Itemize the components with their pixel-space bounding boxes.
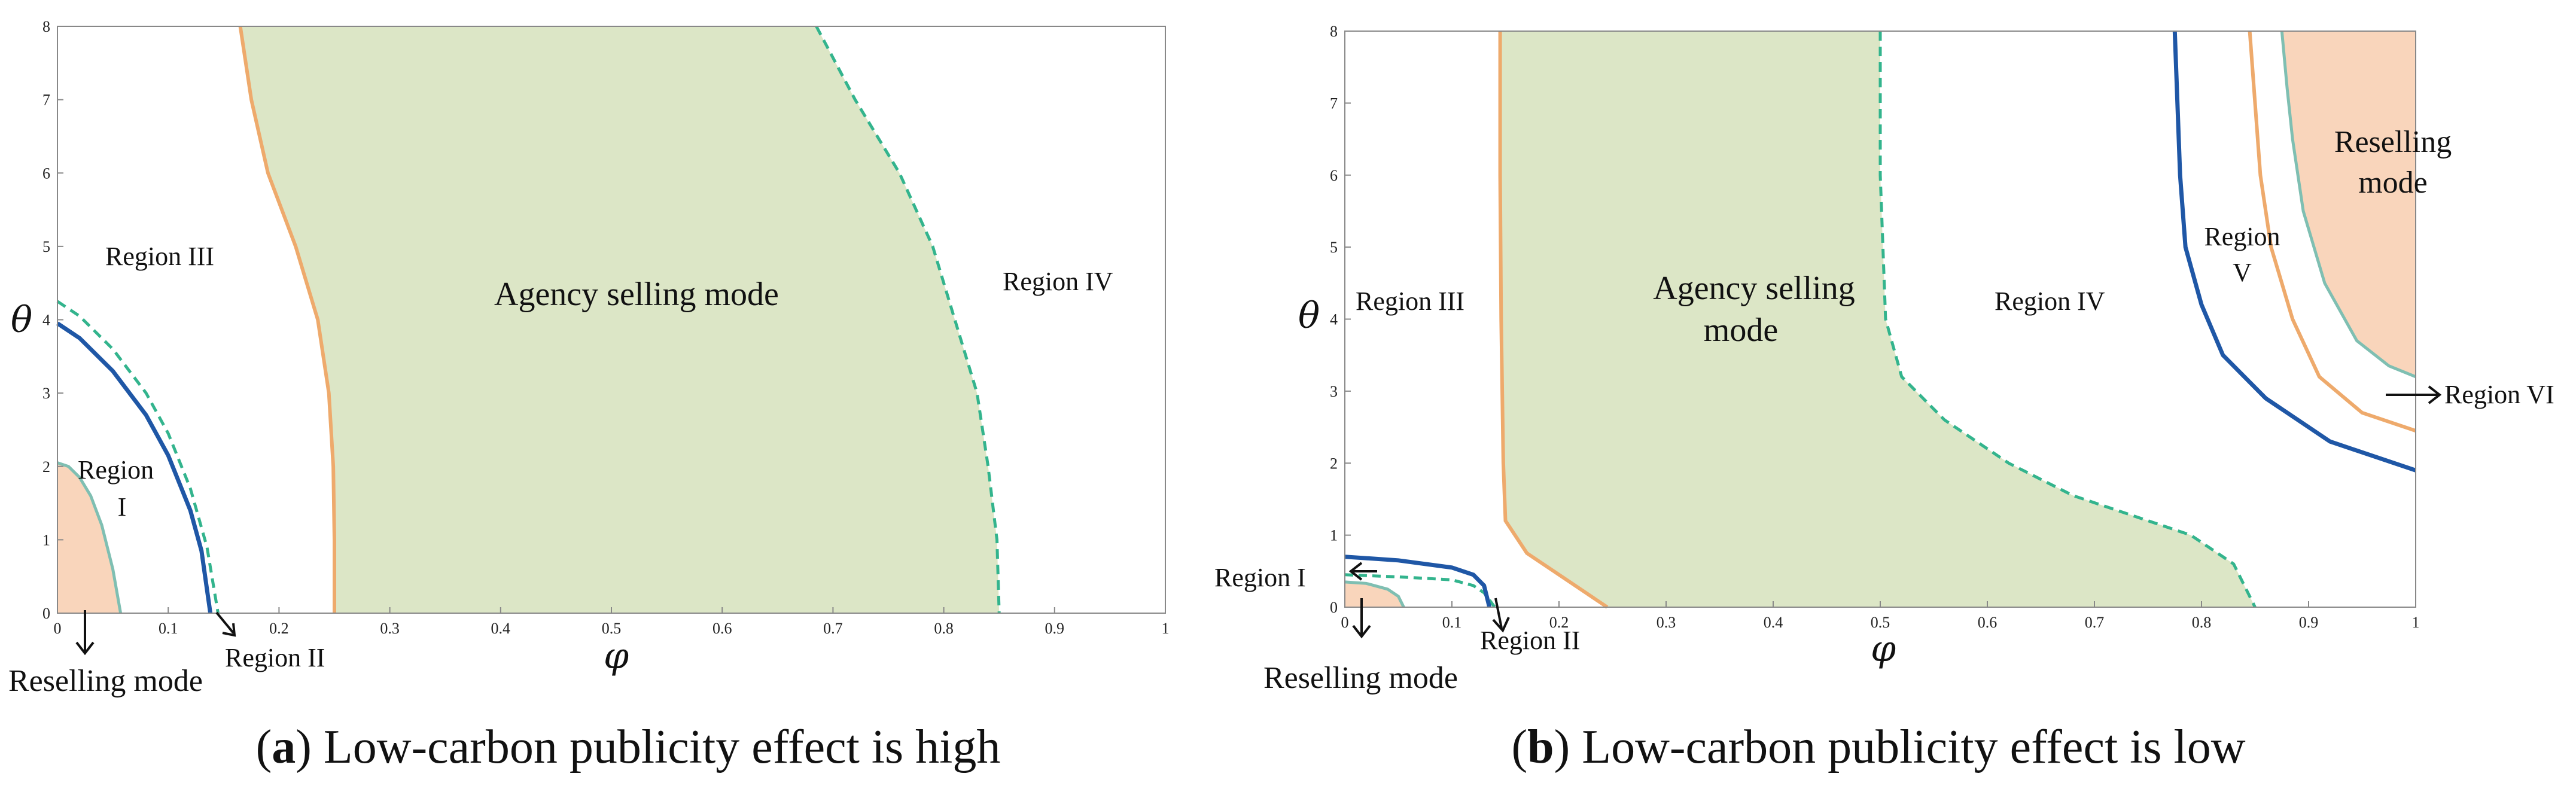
panel-a-chart: 0 0.1 0.2 0.3 0.4 0.5 0.6 0.7 0.8 0.9 1 012345678 … <box>8 18 1170 773</box>
y-tick-label: 1 <box>42 531 50 549</box>
panel-b-label-reselling-bottom: Reselling mode <box>1263 661 1458 695</box>
y-tick-label: 2 <box>42 458 50 476</box>
agency-selling-region <box>1500 31 2255 607</box>
x-tick-label: 0.1 <box>159 620 178 637</box>
y-tick-label: 4 <box>1330 311 1338 328</box>
panel-a-curves <box>56 25 1001 614</box>
y-tick-label: 5 <box>42 238 50 255</box>
panel-a-arrow-reselling <box>75 610 95 656</box>
reselling-region-origin <box>57 462 121 613</box>
x-tick-label: 0 <box>54 620 62 637</box>
x-tick-label: 0.1 <box>1442 614 1462 631</box>
y-tick-label: 6 <box>1330 167 1338 184</box>
panel-b-x-axis-label: φ <box>1871 628 1896 670</box>
panel-a-label-reselling: Reselling mode <box>8 664 203 698</box>
x-tick-label: 1 <box>1162 620 1170 637</box>
panel-b-caption: (b) Low-carbon publicity effect is low <box>1511 721 2245 773</box>
y-tick-label: 2 <box>1330 455 1338 472</box>
x-tick-label: 0.8 <box>934 620 954 637</box>
region-v-boundary <box>2172 31 2417 473</box>
x-tick-label: 0.7 <box>2085 614 2105 631</box>
agency-left-boundary <box>238 26 336 613</box>
panel-b-label-region-v-line2: V <box>2233 258 2252 287</box>
x-tick-label: 0 <box>1341 614 1349 631</box>
x-tick-label: 1 <box>2412 614 2420 631</box>
panel-b-x-ticks: 0 0.1 0.2 0.3 0.4 0.5 0.6 0.7 0.8 0.9 1 <box>1341 601 2420 631</box>
reselling-region-origin <box>1345 581 1404 607</box>
x-tick-label: 0.4 <box>1764 614 1783 631</box>
x-tick-label: 0.3 <box>1657 614 1676 631</box>
panel-a-x-ticks: 0 0.1 0.2 0.3 0.4 0.5 0.6 0.7 0.8 0.9 1 <box>54 607 1170 637</box>
panel-b-y-ticks: 0 1 2 3 4 5 6 7 8 <box>1330 23 1351 616</box>
panel-b-arrow-region-vi <box>2386 385 2442 404</box>
x-tick-label: 0.2 <box>1549 614 1569 631</box>
agency-selling-region <box>240 26 1000 613</box>
panel-a-label-region-i-line1: Region <box>78 455 154 485</box>
agency-right-boundary <box>815 25 1001 614</box>
panel-b-chart: 0 0.1 0.2 0.3 0.4 0.5 0.6 0.7 0.8 0.9 1 012345678 … <box>1214 23 2554 773</box>
x-tick-label: 0.2 <box>269 620 289 637</box>
y-tick-label: 0 <box>1330 599 1338 616</box>
reselling-boundary-curve <box>57 461 123 614</box>
y-tick-label: 5 <box>1330 239 1338 256</box>
panel-b-arrow-region-ii <box>1492 598 1510 633</box>
y-tick-label: 7 <box>42 92 50 109</box>
agency-left-boundary <box>1498 31 1609 609</box>
panel-a-fills <box>57 26 1000 613</box>
panel-b-label-region-vi: Region VI <box>2444 380 2554 409</box>
y-tick-label: 8 <box>1330 23 1338 40</box>
y-tick-label: 3 <box>42 385 50 402</box>
x-tick-label: 0.7 <box>823 620 843 637</box>
region-ii-upper-boundary <box>56 300 220 614</box>
panel-b-curves <box>1344 31 2417 609</box>
panel-b-label-reselling-right-line2: mode <box>2358 166 2428 200</box>
y-tick-label: 1 <box>1330 527 1338 544</box>
agency-right-boundary <box>1878 31 2257 608</box>
panel-a-label-region-i-line2: I <box>118 492 127 522</box>
reselling-right-boundary <box>2280 31 2416 379</box>
panel-b-arrow-region-i <box>1348 562 1377 581</box>
reselling-region-right <box>2282 31 2416 377</box>
y-tick-label: 7 <box>1330 95 1338 112</box>
panel-b-label-agency-line2: mode <box>1704 312 1778 349</box>
panel-b-label-agency-line1: Agency selling <box>1653 270 1855 307</box>
panel-a-arrow-region-ii <box>215 611 236 637</box>
x-tick-label: 0.9 <box>1045 620 1065 637</box>
panel-b-y-axis-label: θ <box>1298 295 1320 337</box>
panel-b-label-region-v-line1: Region <box>2204 222 2280 251</box>
x-tick-label: 0.6 <box>712 620 732 637</box>
panel-b-fills <box>1345 31 2416 607</box>
panel-b-label-region-ii: Region II <box>1480 626 1580 655</box>
panel-a-y-ticks: 0 1 2 3 4 5 6 7 8 <box>42 18 63 622</box>
x-tick-label: 0.3 <box>380 620 400 637</box>
panel-a-caption: (a) Low-carbon publicity effect is high <box>256 721 1001 773</box>
panel-a-label-region-iii: Region III <box>105 242 214 271</box>
y-tick-label: 8 <box>42 18 50 35</box>
panel-a-label-region-iv: Region IV <box>1003 267 1113 296</box>
x-tick-label: 0.5 <box>1871 614 1890 631</box>
y-tick-label: 0 <box>42 605 50 622</box>
region-i-boundary <box>1344 555 1492 608</box>
x-tick-label: 0.9 <box>2299 614 2319 631</box>
panel-b-label-reselling-right-line1: Reselling <box>2334 125 2452 159</box>
y-tick-label: 3 <box>1330 383 1338 400</box>
y-tick-label: 4 <box>42 312 50 329</box>
x-tick-label: 0.4 <box>491 620 511 637</box>
panel-b-label-region-iv: Region IV <box>1995 287 2105 316</box>
panel-b-arrow-reselling <box>1352 598 1371 639</box>
x-tick-label: 0.6 <box>1978 614 1998 631</box>
panel-a-x-axis-label: φ <box>604 635 629 677</box>
panel-a-label-region-ii: Region II <box>225 643 325 672</box>
y-tick-label: 6 <box>42 165 50 182</box>
x-tick-label: 0.5 <box>602 620 622 637</box>
region-vi-boundary <box>2248 31 2416 432</box>
panel-b-label-region-iii: Region III <box>1356 287 1464 316</box>
region-i-boundary <box>56 321 213 614</box>
panel-a-y-axis-label: θ <box>11 299 32 341</box>
panel-b-label-region-i: Region I <box>1214 563 1306 592</box>
x-tick-label: 0.8 <box>2192 614 2212 631</box>
reselling-boundary-curve <box>1344 580 1405 608</box>
panel-a-label-agency: Agency selling mode <box>494 276 779 313</box>
